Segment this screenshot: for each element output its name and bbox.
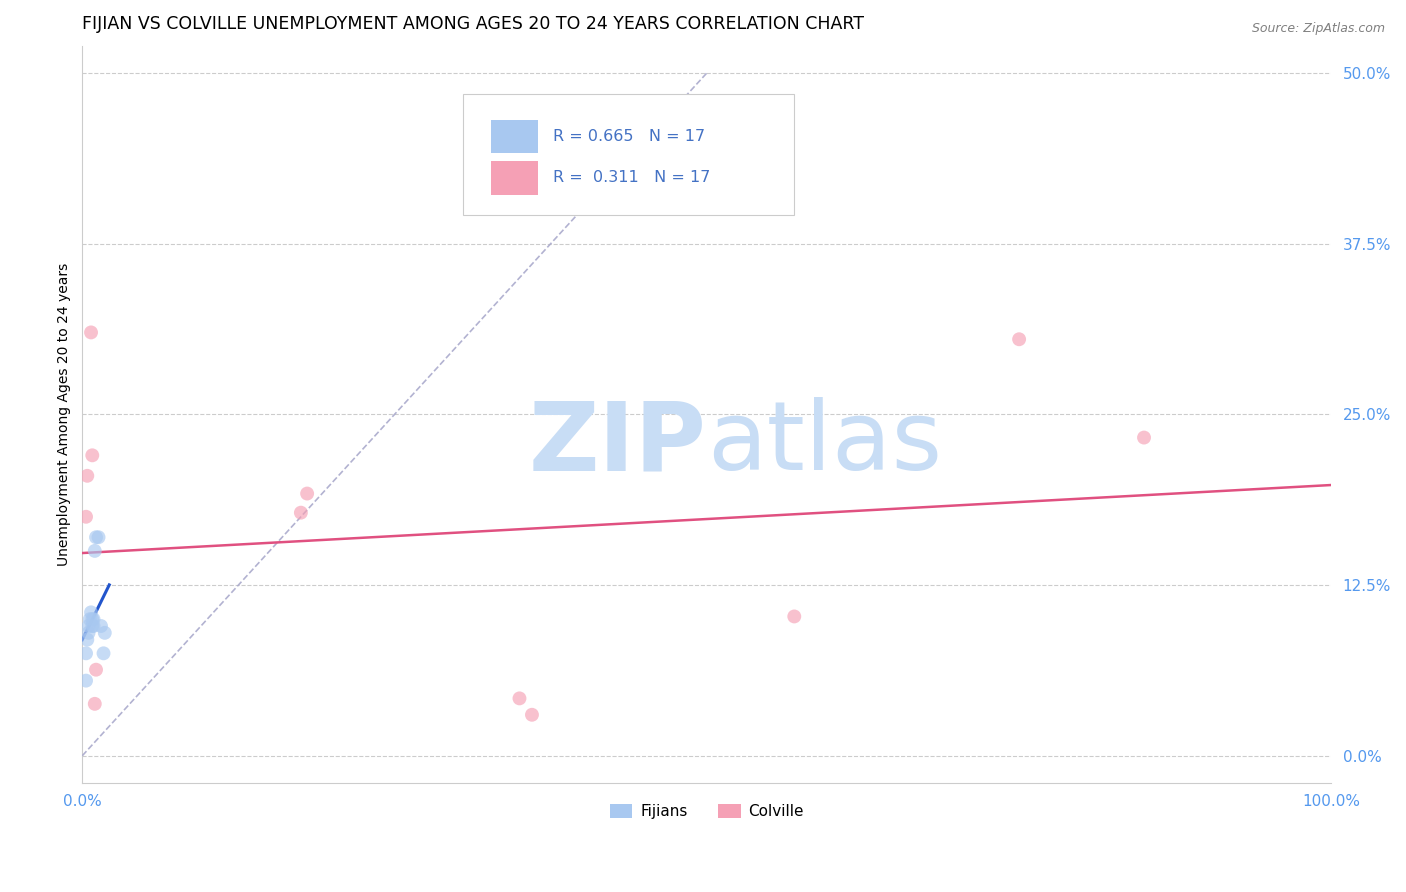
Point xyxy=(783,609,806,624)
Point xyxy=(1133,431,1156,445)
Y-axis label: Unemployment Among Ages 20 to 24 years: Unemployment Among Ages 20 to 24 years xyxy=(58,263,72,566)
Point xyxy=(84,663,107,677)
Point xyxy=(75,673,97,688)
Point xyxy=(77,625,100,640)
Point xyxy=(290,506,312,520)
Point xyxy=(79,612,101,626)
Text: atlas: atlas xyxy=(707,397,942,491)
Point xyxy=(93,646,115,660)
Point xyxy=(83,697,105,711)
Point xyxy=(77,619,100,633)
Point xyxy=(82,448,104,462)
Point xyxy=(80,605,103,619)
Point xyxy=(94,625,117,640)
Point xyxy=(520,707,543,722)
Text: FIJIAN VS COLVILLE UNEMPLOYMENT AMONG AGES 20 TO 24 YEARS CORRELATION CHART: FIJIAN VS COLVILLE UNEMPLOYMENT AMONG AG… xyxy=(83,15,865,33)
Point xyxy=(75,646,97,660)
Point xyxy=(76,632,98,647)
Point xyxy=(83,619,105,633)
Point xyxy=(1008,332,1031,346)
FancyBboxPatch shape xyxy=(491,161,538,194)
Point xyxy=(80,326,103,340)
Point xyxy=(75,509,97,524)
Point xyxy=(83,544,105,558)
Text: ZIP: ZIP xyxy=(529,397,707,491)
Text: Source: ZipAtlas.com: Source: ZipAtlas.com xyxy=(1251,22,1385,36)
Text: R = 0.665   N = 17: R = 0.665 N = 17 xyxy=(553,128,706,144)
Point xyxy=(84,530,107,544)
Point xyxy=(82,619,104,633)
Text: R =  0.311   N = 17: R = 0.311 N = 17 xyxy=(553,170,710,186)
Point xyxy=(82,612,104,626)
Point xyxy=(76,468,98,483)
Point xyxy=(508,691,530,706)
Point xyxy=(83,612,105,626)
FancyBboxPatch shape xyxy=(463,94,794,215)
FancyBboxPatch shape xyxy=(491,120,538,153)
Point xyxy=(87,530,110,544)
Point xyxy=(295,486,318,500)
Point xyxy=(90,619,112,633)
Legend: Fijians, Colville: Fijians, Colville xyxy=(602,797,811,827)
